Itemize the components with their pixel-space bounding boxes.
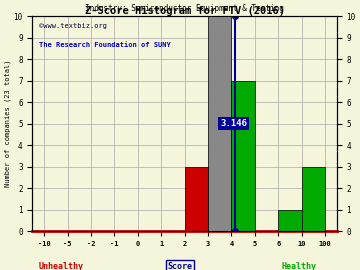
Text: Industry: Semiconductor Equipment & Testing: Industry: Semiconductor Equipment & Test… bbox=[85, 4, 284, 13]
Text: The Research Foundation of SUNY: The Research Foundation of SUNY bbox=[39, 42, 170, 48]
Text: 3.146: 3.146 bbox=[220, 119, 247, 128]
Bar bbox=[231, 81, 255, 231]
Bar bbox=[278, 210, 302, 231]
Bar bbox=[302, 167, 325, 231]
Y-axis label: Number of companies (23 total): Number of companies (23 total) bbox=[4, 60, 11, 187]
Title: Z-Score Histogram for FTV (2016): Z-Score Histogram for FTV (2016) bbox=[85, 5, 285, 15]
Text: Healthy: Healthy bbox=[281, 262, 316, 270]
Text: Unhealthy: Unhealthy bbox=[39, 262, 84, 270]
Bar bbox=[208, 16, 231, 231]
Text: ©www.textbiz.org: ©www.textbiz.org bbox=[39, 23, 107, 29]
Text: Score: Score bbox=[167, 262, 193, 270]
Bar bbox=[185, 167, 208, 231]
